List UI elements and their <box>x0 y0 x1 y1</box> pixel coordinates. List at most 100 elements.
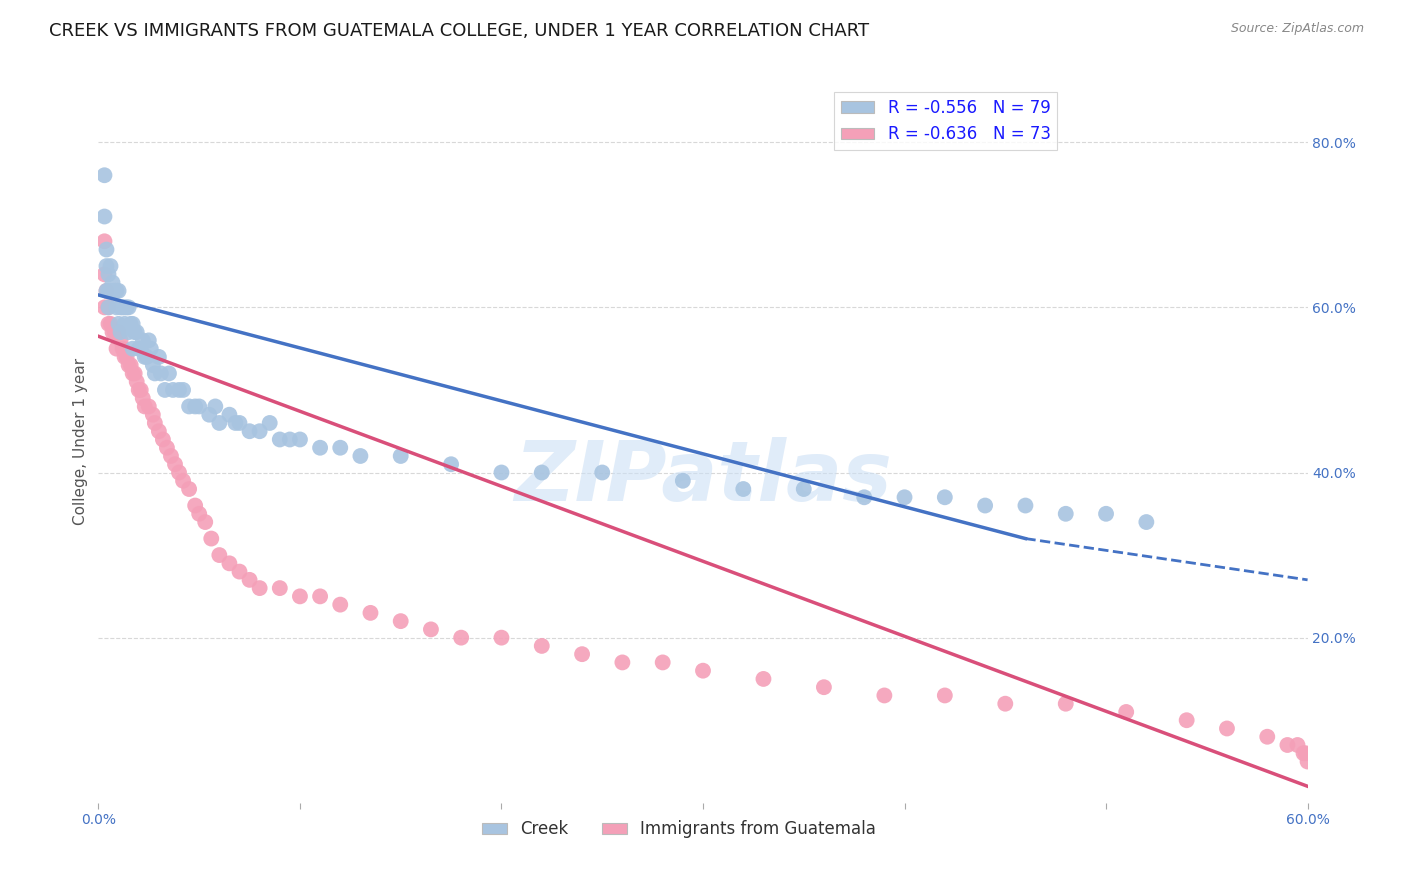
Point <box>129 342 152 356</box>
Point <box>389 449 412 463</box>
Point <box>105 284 128 298</box>
Point <box>97 301 120 315</box>
Point <box>100 259 122 273</box>
Point <box>121 342 143 356</box>
Point <box>692 664 714 678</box>
Point <box>309 590 332 604</box>
Point <box>93 301 115 315</box>
Point <box>121 367 143 381</box>
Point <box>100 284 122 298</box>
Point <box>239 573 262 587</box>
Point <box>96 259 118 273</box>
Point <box>218 557 240 571</box>
Point <box>105 301 128 315</box>
Point <box>1054 697 1077 711</box>
Point <box>198 408 221 422</box>
Point <box>100 317 122 331</box>
Point <box>160 449 183 463</box>
Point <box>118 325 141 339</box>
Point <box>813 680 835 694</box>
Point <box>188 400 211 414</box>
Point <box>111 342 134 356</box>
Point <box>96 284 118 298</box>
Point <box>115 350 138 364</box>
Point <box>128 383 150 397</box>
Point <box>110 301 132 315</box>
Text: Source: ZipAtlas.com: Source: ZipAtlas.com <box>1230 22 1364 36</box>
Point <box>591 466 613 480</box>
Point <box>162 383 184 397</box>
Point <box>107 284 129 298</box>
Point <box>97 317 120 331</box>
Point <box>107 317 129 331</box>
Legend: Creek, Immigrants from Guatemala: Creek, Immigrants from Guatemala <box>475 814 883 845</box>
Point <box>120 358 142 372</box>
Point <box>153 383 176 397</box>
Point <box>278 433 301 447</box>
Point <box>179 482 201 496</box>
Point <box>1135 515 1157 529</box>
Point <box>101 325 124 339</box>
Point <box>228 565 250 579</box>
Point <box>172 383 194 397</box>
Y-axis label: College, Under 1 year: College, Under 1 year <box>73 358 89 525</box>
Point <box>93 168 115 182</box>
Point <box>149 367 172 381</box>
Point <box>329 598 352 612</box>
Point <box>893 490 915 504</box>
Point <box>1175 713 1198 727</box>
Point <box>143 367 166 381</box>
Point <box>1292 746 1315 760</box>
Point <box>143 416 166 430</box>
Point <box>269 581 291 595</box>
Point <box>873 689 896 703</box>
Point <box>491 466 513 480</box>
Point <box>172 474 194 488</box>
Point <box>115 301 138 315</box>
Point <box>96 284 118 298</box>
Point <box>111 301 134 315</box>
Point <box>269 433 291 447</box>
Point <box>1296 755 1319 769</box>
Point <box>188 507 211 521</box>
Point <box>360 606 382 620</box>
Point <box>148 424 170 438</box>
Point <box>1095 507 1118 521</box>
Point <box>853 490 876 504</box>
Point <box>994 697 1017 711</box>
Point <box>1256 730 1278 744</box>
Point <box>105 342 128 356</box>
Point <box>259 416 281 430</box>
Point <box>200 532 222 546</box>
Point <box>228 416 250 430</box>
Point <box>121 317 143 331</box>
Point <box>167 466 190 480</box>
Point <box>128 342 150 356</box>
Point <box>672 474 695 488</box>
Point <box>163 457 186 471</box>
Point <box>118 301 141 315</box>
Point <box>249 424 271 438</box>
Point <box>132 391 155 405</box>
Point <box>1054 507 1077 521</box>
Point <box>138 400 160 414</box>
Point <box>530 466 553 480</box>
Point <box>612 656 634 670</box>
Point <box>450 631 472 645</box>
Point <box>1115 705 1137 719</box>
Point <box>1295 746 1317 760</box>
Point <box>114 350 136 364</box>
Point <box>1216 722 1239 736</box>
Point <box>114 317 136 331</box>
Point <box>157 367 180 381</box>
Point <box>208 548 231 562</box>
Point <box>793 482 815 496</box>
Point <box>218 408 240 422</box>
Point <box>110 325 132 339</box>
Point <box>97 268 120 282</box>
Point <box>1277 738 1299 752</box>
Point <box>349 449 371 463</box>
Point <box>125 375 148 389</box>
Point <box>103 325 125 339</box>
Text: ZIPatlas: ZIPatlas <box>515 437 891 518</box>
